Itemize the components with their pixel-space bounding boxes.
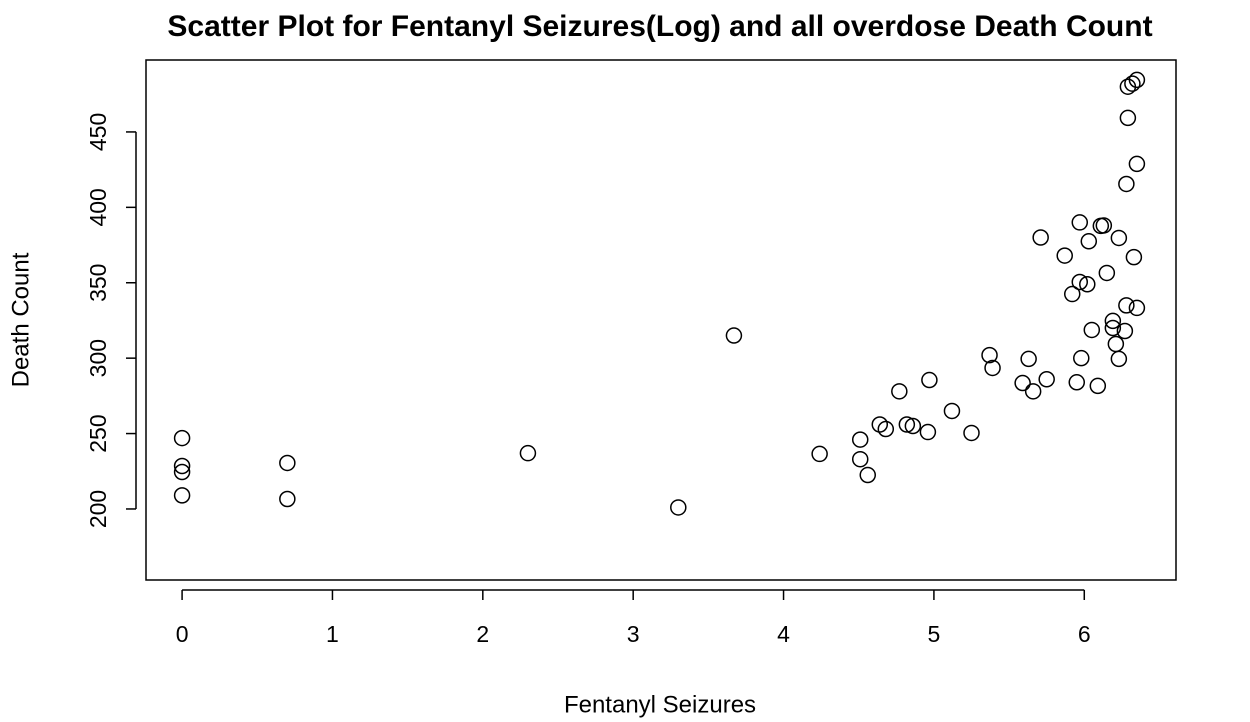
point: [1038, 371, 1055, 388]
point: [173, 463, 191, 481]
point: [919, 423, 937, 441]
point: [725, 327, 743, 344]
point: [1079, 276, 1096, 293]
point: [279, 454, 296, 472]
point: [1118, 175, 1135, 193]
point: [1110, 350, 1128, 368]
point: [811, 445, 828, 463]
x-tick-label: 0: [176, 621, 189, 647]
point: [1083, 321, 1101, 339]
point: [1032, 229, 1049, 246]
point: [279, 490, 296, 508]
point: [943, 402, 961, 420]
point: [859, 466, 877, 484]
point: [1056, 247, 1073, 264]
x-tick-label: 6: [1078, 621, 1091, 647]
point: [851, 431, 869, 448]
point: [1089, 377, 1107, 395]
point: [1118, 297, 1135, 314]
point: [1128, 71, 1146, 89]
point: [173, 429, 191, 447]
x-tick-label: 5: [928, 621, 941, 647]
point: [1128, 299, 1146, 317]
point: [981, 346, 998, 364]
x-tick-label: 2: [476, 621, 489, 647]
point: [877, 420, 895, 438]
y-tick-label: 400: [85, 188, 111, 226]
point: [963, 424, 980, 442]
y-tick-label: 200: [85, 490, 111, 528]
point: [1080, 233, 1098, 250]
point: [1095, 217, 1113, 234]
point: [871, 416, 889, 433]
y-tick-label: 350: [85, 264, 111, 302]
plot-frame: [145, 59, 1177, 581]
point: [1071, 214, 1089, 231]
y-tick-label: 300: [85, 339, 111, 377]
x-tick-label: 4: [777, 621, 790, 647]
point: [1092, 217, 1110, 235]
point: [1119, 109, 1137, 127]
point: [1107, 335, 1125, 353]
point: [891, 383, 908, 400]
x-axis-label: Fentanyl Seizures: [564, 691, 756, 718]
point: [1124, 75, 1141, 92]
y-tick-label: 450: [85, 113, 111, 151]
x-tick-label: 1: [326, 621, 339, 647]
point: [1068, 374, 1086, 391]
point: [1110, 229, 1128, 247]
point: [898, 416, 916, 433]
point: [519, 444, 537, 462]
point: [851, 450, 869, 468]
point: [1073, 349, 1090, 367]
point: [1063, 285, 1081, 303]
point: [1020, 350, 1037, 368]
point: [173, 457, 191, 475]
point: [1071, 273, 1089, 291]
point: [1024, 383, 1042, 400]
y-axis-label: Death Count: [7, 252, 34, 387]
point: [173, 487, 191, 504]
point: [670, 499, 687, 516]
point: [921, 371, 938, 389]
point: [1128, 155, 1146, 173]
point: [1014, 374, 1031, 392]
y-tick-label: 250: [85, 414, 111, 452]
chart-title: Scatter Plot for Fentanyl Seizures(Log) …: [167, 10, 1152, 43]
point: [984, 359, 1001, 377]
point: [904, 417, 922, 435]
point: [1116, 322, 1134, 340]
point: [1125, 248, 1143, 266]
x-tick-label: 3: [627, 621, 640, 647]
point: [1104, 319, 1122, 337]
point: [1098, 264, 1116, 282]
point: [1104, 312, 1122, 330]
